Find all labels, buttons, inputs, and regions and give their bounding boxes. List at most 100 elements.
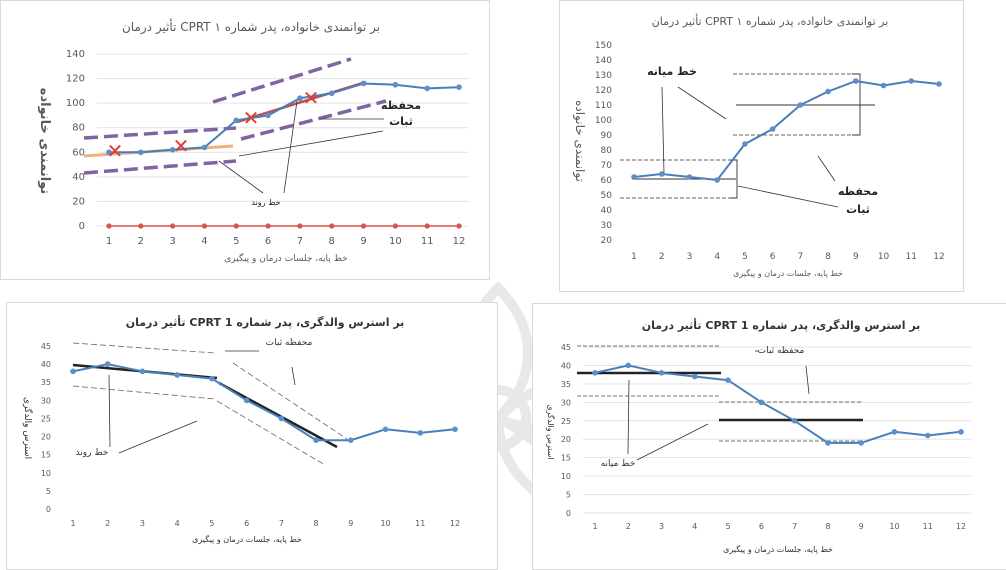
annotation-label: خط روند xyxy=(251,198,280,207)
y-tick-label: 10 xyxy=(41,469,51,478)
y-tick-label: 70 xyxy=(601,161,613,171)
y-tick-label: 20 xyxy=(561,435,571,444)
y-tick-label: 35 xyxy=(561,380,571,389)
chart-title: تأثیر درمان CPRT بر توانمندی خانواده، پد… xyxy=(122,18,380,35)
annotation-arrow xyxy=(108,374,111,448)
data-point xyxy=(265,223,271,229)
y-tick-label: 130 xyxy=(595,71,612,81)
x-tick-label: 5 xyxy=(209,519,214,528)
data-point xyxy=(243,397,250,404)
data-point xyxy=(908,78,915,84)
data-point xyxy=(742,141,748,147)
y-tick-label: 140 xyxy=(66,49,85,60)
data-point xyxy=(138,149,144,156)
x-tick-label: 9 xyxy=(360,236,366,247)
annotation-arrow xyxy=(291,366,296,386)
x-tick-label: 10 xyxy=(389,236,402,247)
x-axis-label: خط پایه، جلسات درمان و پیگیری xyxy=(192,534,302,544)
data-point xyxy=(201,144,208,151)
data-point xyxy=(625,362,632,369)
series-markers xyxy=(592,362,964,446)
y-tick-label: 40 xyxy=(601,206,613,216)
x-tick-label: 8 xyxy=(329,236,335,247)
chart-title: تأثیر درمان CPRT بر استرس والدگری، پدر ش… xyxy=(642,318,921,332)
y-ticks: 0 5 10 15 20 25 30 35 40 45 xyxy=(561,343,571,518)
data-point xyxy=(328,90,335,97)
annotation-label: خط میانه xyxy=(647,65,697,78)
x-tick-label: 12 xyxy=(933,252,944,262)
data-point xyxy=(209,375,215,382)
y-tick-label: 20 xyxy=(72,196,85,207)
data-point xyxy=(392,81,399,88)
annotation-arrow xyxy=(677,86,727,120)
chart-title: تأثیر درمان CPRT بر توانمندی خانواده، پد… xyxy=(652,13,889,28)
data-point xyxy=(348,437,354,443)
annotation-arrow xyxy=(627,379,630,455)
data-point xyxy=(169,147,176,153)
y-tick-label: 90 xyxy=(601,131,613,141)
chart-panel-family-empowerment-median: تأثیر درمان CPRT بر توانمندی خانواده، پد… xyxy=(559,0,964,292)
x-tick-label: 11 xyxy=(923,522,933,531)
x-tick-label: 1 xyxy=(631,252,637,262)
data-point xyxy=(858,440,864,446)
annotation-label: ثبات xyxy=(846,203,870,216)
envelope-line xyxy=(83,159,237,175)
annotation-arrow xyxy=(118,420,198,454)
series-markers xyxy=(70,361,458,443)
annotation-arrow xyxy=(737,185,839,208)
y-axis-label: استرس والدگری xyxy=(546,404,556,459)
data-point xyxy=(233,223,239,229)
cross-marks: ✕ ✕ ✕ ✕ xyxy=(107,86,320,163)
y-tick-label: 120 xyxy=(595,86,612,96)
x-tick-label: 3 xyxy=(659,522,664,531)
x-tick-label: 3 xyxy=(140,519,145,528)
y-tick-label: 15 xyxy=(41,451,51,460)
data-point xyxy=(936,81,942,87)
y-tick-label: 100 xyxy=(66,98,85,109)
chart-title: تأثیر درمان CPRT بر استرس والدگری، پدر ش… xyxy=(126,315,405,329)
data-point xyxy=(201,223,208,229)
data-point xyxy=(424,223,430,229)
y-tick-label: 60 xyxy=(72,147,85,158)
data-point xyxy=(392,223,398,229)
x-tick-label: 11 xyxy=(415,519,425,528)
y-tick-label: 80 xyxy=(601,146,613,156)
y-tick-label: 40 xyxy=(561,361,571,370)
y-tick-label: 20 xyxy=(41,433,51,442)
data-point xyxy=(278,415,285,422)
y-ticks: 20 30 40 50 60 70 80 90 100 110 120 130 140 150 xyxy=(595,41,612,246)
zero-markers xyxy=(106,223,462,229)
cross-mark: ✕ xyxy=(173,134,190,158)
cross-mark: ✕ xyxy=(107,139,124,163)
trend-line-treatment xyxy=(218,381,338,449)
data-point xyxy=(880,82,887,89)
y-tick-label: 35 xyxy=(41,378,51,387)
y-tick-label: 5 xyxy=(566,491,571,500)
y-tick-label: 40 xyxy=(41,360,51,369)
chart-panel-family-empowerment-trend: تأثیر درمان CPRT بر توانمندی خانواده، پد… xyxy=(0,0,490,280)
annotation-label: محفظه ثبات xyxy=(266,338,313,348)
x-tick-label: 2 xyxy=(659,252,665,262)
y-tick-label: 40 xyxy=(72,172,85,183)
x-tick-label: 8 xyxy=(825,252,831,262)
envelope-line xyxy=(72,342,216,354)
annotation-label: خط میانه xyxy=(601,459,636,469)
data-point xyxy=(456,223,462,229)
annotation-label: ثبات xyxy=(389,115,413,128)
data-point xyxy=(233,117,240,124)
series-line xyxy=(109,82,460,154)
data-point xyxy=(139,368,146,375)
y-tick-label: 50 xyxy=(601,191,613,201)
y-tick-label: 45 xyxy=(561,343,571,352)
data-point xyxy=(714,177,720,183)
data-point xyxy=(360,80,367,87)
series-line xyxy=(633,79,940,182)
y-tick-label: 30 xyxy=(561,398,571,407)
y-tick-label: 5 xyxy=(46,487,51,496)
y-tick-label: 25 xyxy=(41,414,51,423)
cross-mark: ✕ xyxy=(243,106,260,130)
y-axis-label: استرس والدگری xyxy=(22,397,34,459)
annotation-label: محفظه xyxy=(381,99,421,112)
x-tick-label: 6 xyxy=(759,522,764,531)
y-axis-label: توانمندی خانواده xyxy=(37,88,52,194)
